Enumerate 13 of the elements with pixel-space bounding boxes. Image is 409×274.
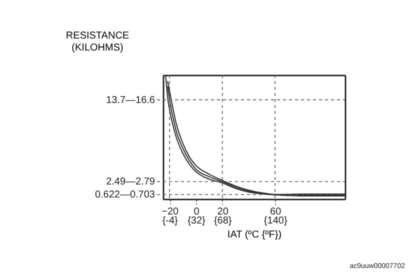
ref-line-label: 0.622—0.703 [94, 190, 156, 201]
ref-line-label: 13.7—16.6 [106, 94, 156, 106]
x-tick-label: 0 [194, 206, 200, 218]
x2-tick-label: {-4} [162, 216, 179, 226]
x-tick-label: −20 [162, 206, 180, 218]
ref-line-label: 2.49—2.79 [106, 176, 156, 188]
x2-tick-label: {140} [264, 216, 288, 226]
x2-tick-label: {32} [188, 216, 206, 226]
x-tick-label: 60 [270, 206, 282, 218]
y-axis-title: RESISTANCE (KILOHMS) [66, 30, 130, 54]
x-tick-label: 20 [217, 206, 229, 218]
x-axis-title: IAT (ºC {ºF}) [227, 230, 282, 240]
x2-tick-label: {68} [214, 216, 232, 226]
